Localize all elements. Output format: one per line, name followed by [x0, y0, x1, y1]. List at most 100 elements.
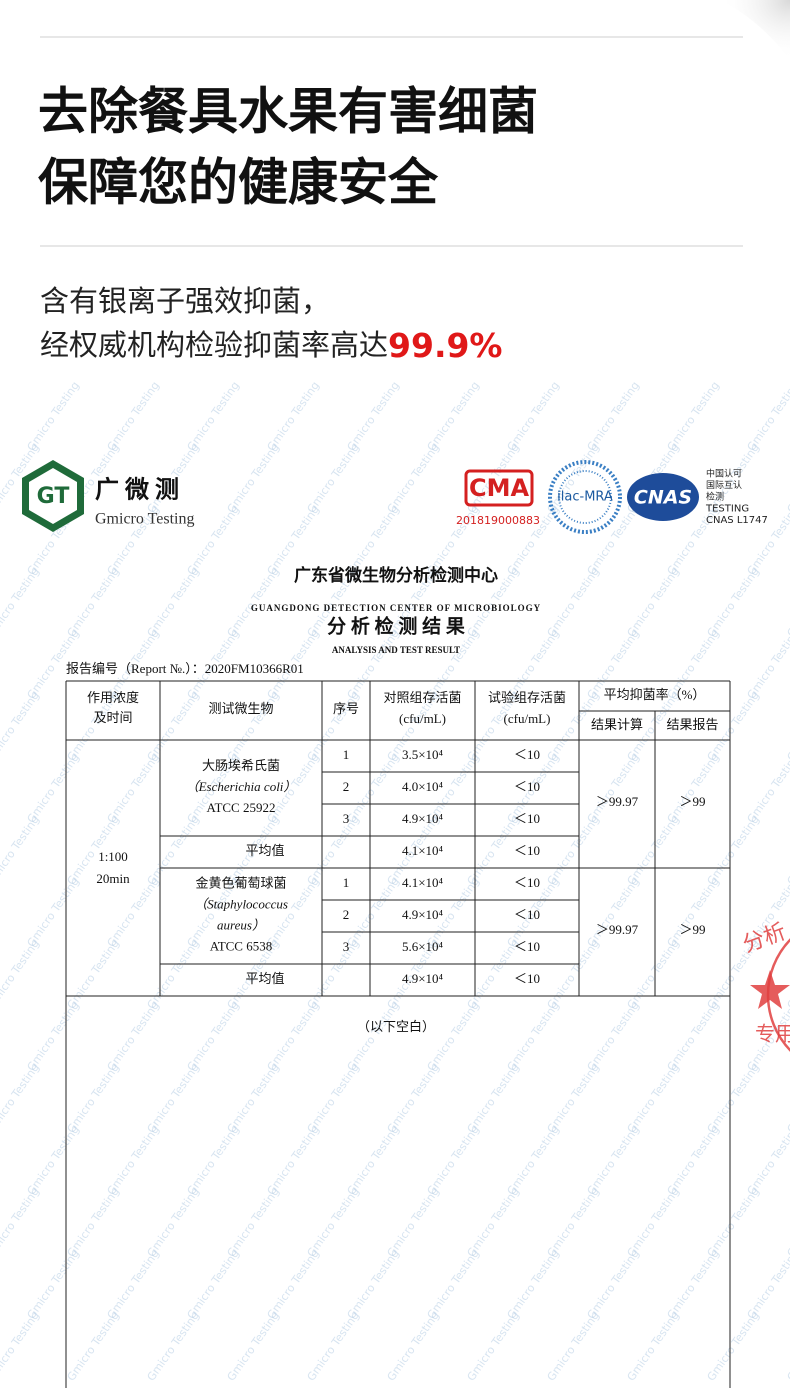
table-text: 1:100 [98, 849, 128, 864]
cnas-badge [627, 473, 699, 521]
watermark: Gmicro Testing [25, 999, 82, 1073]
table-text: ＞99.97 [596, 922, 639, 937]
watermark: Gmicro Testing [0, 565, 42, 639]
watermark: Gmicro Testing [345, 1123, 402, 1197]
ilac-ring [548, 460, 622, 534]
watermark: Gmicro Testing [385, 1309, 442, 1383]
watermark: Gmicro Testing [265, 1247, 322, 1321]
table-text: 序号 [333, 701, 359, 716]
table-text: 3 [343, 811, 350, 826]
report-number: 报告编号（Report №.）：2020FM10366R01 [66, 661, 304, 676]
watermark: Gmicro Testing [665, 1123, 722, 1197]
watermark: Gmicro Testing [425, 379, 482, 453]
watermark: Gmicro Testing [505, 999, 562, 1073]
watermark: Gmicro Testing [265, 999, 322, 1073]
subtitle: 经权威机构检验抑菌率高达99.9% [40, 326, 503, 365]
watermark: Gmicro Testing [505, 1247, 562, 1321]
table-text: 4.1×10⁴ [402, 843, 444, 858]
watermark: Gmicro Testing [385, 1061, 442, 1135]
table-text: 大肠埃希氏菌 [202, 758, 280, 773]
watermark: Gmicro Testing [225, 1309, 282, 1383]
table-text: 4.9×10⁴ [402, 811, 444, 826]
corner-shade [720, 0, 790, 60]
report-title-en: ANALYSIS AND TEST RESULT [332, 645, 460, 655]
watermark: Gmicro Testing [545, 1185, 602, 1259]
watermark: Gmicro Testing [145, 565, 202, 639]
table-text: ＜10 [514, 939, 540, 954]
cnas-text: CNAS L1747 [706, 515, 768, 526]
table-text: ＜10 [514, 907, 540, 922]
watermark: Gmicro Testing [225, 1061, 282, 1135]
headline: 去除餐具水果有害细菌 [38, 83, 538, 141]
watermark: Gmicro Testing [625, 565, 682, 639]
cnas-text: TESTING [705, 504, 749, 515]
table-text: （Staphylococcus [194, 896, 288, 911]
logo-name-en: Gmicro Testing [95, 511, 194, 528]
watermark: Gmicro Testing [585, 1247, 642, 1321]
watermark: Gmicro Testing [585, 503, 642, 577]
highlight: 99.9% [388, 326, 503, 365]
table-text: 5.6×10⁴ [402, 939, 444, 954]
watermark: Gmicro Testing [785, 565, 790, 639]
watermark: Gmicro Testing [345, 751, 402, 825]
table-text: ＜10 [514, 843, 540, 858]
watermark: Gmicro Testing [305, 937, 362, 1011]
table-text: 平均值 [245, 843, 284, 858]
cma-frame [464, 469, 534, 507]
table-text: 4.9×10⁴ [402, 907, 444, 922]
table-text: 作用浓度 [87, 690, 139, 705]
watermark: Gmicro Testing [625, 813, 682, 887]
watermark: Gmicro Testing [705, 565, 762, 639]
watermark: Gmicro Testing [545, 937, 602, 1011]
watermark: Gmicro Testing [785, 1061, 790, 1135]
table-text: 及时间 [93, 710, 132, 725]
watermark: Gmicro Testing [145, 813, 202, 887]
watermark: Gmicro Testing [545, 1061, 602, 1135]
report-title: 分 析 检 测 结 果 [327, 614, 465, 637]
watermark: Gmicro Testing [345, 999, 402, 1073]
table-text: ＜10 [514, 875, 540, 890]
cnas-logo: CNAS [634, 487, 692, 509]
watermark: Gmicro Testing [385, 1185, 442, 1259]
watermark: Gmicro Testing [465, 1309, 522, 1383]
watermark: Gmicro Testing [25, 751, 82, 825]
table-text: 2 [343, 907, 350, 922]
watermark: Gmicro Testing [545, 813, 602, 887]
watermark: Gmicro Testing [185, 999, 242, 1073]
watermark: Gmicro Testing [705, 1309, 762, 1383]
table-text: 1 [343, 747, 350, 762]
cnas-text: 国际互认 [706, 479, 742, 491]
watermark: Gmicro Testing [305, 1185, 362, 1259]
watermark: Gmicro Testing [585, 999, 642, 1073]
watermark: Gmicro Testing [0, 1185, 42, 1259]
cma-logo: CMA [469, 474, 529, 502]
watermark: Gmicro Testing [105, 1123, 162, 1197]
watermark: Gmicro Testing [0, 813, 42, 887]
watermark: Gmicro Testing [465, 1185, 522, 1259]
watermark: Gmicro Testing [425, 999, 482, 1073]
watermark: Gmicro Testing [585, 379, 642, 453]
watermark: Gmicro Testing [785, 937, 790, 1011]
headline: 保障您的健康安全 [38, 154, 439, 212]
table-text: 平均值 [245, 971, 284, 986]
watermark: Gmicro Testing [145, 689, 202, 763]
watermark: Gmicro Testing [225, 1185, 282, 1259]
table-text: 4.0×10⁴ [402, 779, 444, 794]
subtitle-text: 经权威机构检验抑菌率高达 [40, 328, 388, 362]
watermark: Gmicro Testing [65, 1185, 122, 1259]
watermark: Gmicro Testing [25, 1123, 82, 1197]
watermark: Gmicro Testing [185, 1123, 242, 1197]
watermark: Gmicro Testing [145, 1061, 202, 1135]
cma-number: 201819000883 [456, 514, 540, 527]
watermark: Gmicro Testing [305, 1309, 362, 1383]
ilac-logo: ilac-MRA [557, 490, 613, 505]
table-text: 结果计算 [591, 717, 643, 732]
watermark: Gmicro Testing [785, 813, 790, 887]
table-text: 20min [96, 871, 130, 886]
watermark: Gmicro Testing [425, 1247, 482, 1321]
watermark: Gmicro Testing [505, 379, 562, 453]
watermark: Gmicro Testing [265, 1123, 322, 1197]
table-text: ＜10 [514, 747, 540, 762]
table-text: ＞99 [679, 922, 705, 937]
